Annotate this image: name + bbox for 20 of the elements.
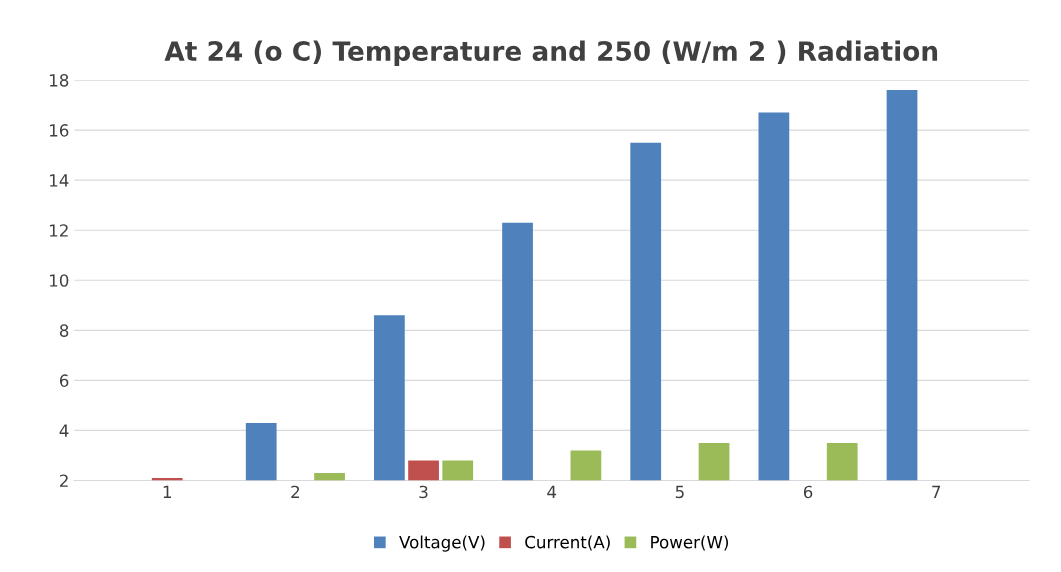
x-tick-label: 1 — [163, 485, 171, 499]
legend-label: Power(W) — [651, 535, 729, 551]
y-tick-label: 6 — [59, 374, 69, 387]
y-tick-label: 14 — [50, 174, 69, 187]
y-tick-label: 8 — [59, 324, 69, 337]
x-tick-label: 6 — [803, 485, 813, 499]
y-tick-label: 12 — [50, 224, 68, 237]
x-tick-label: 3 — [419, 485, 428, 499]
y-tick-label: 18 — [50, 74, 69, 87]
y-tick-label: 16 — [50, 124, 69, 137]
x-tick-label: 7 — [932, 485, 941, 499]
legend-label: Current(A) — [525, 535, 610, 551]
y-tick-label: 4 — [59, 424, 69, 437]
y-tick-label: 10 — [50, 274, 69, 287]
legend-label: Voltage(V) — [399, 535, 485, 552]
chart-title: At 24 (o C) Temperature and 250 (W/m 2 ) Radiation — [164, 40, 938, 67]
x-tick-label: 4 — [547, 485, 557, 499]
x-tick-label: 2 — [291, 485, 300, 499]
y-tick-label: 2 — [60, 474, 68, 487]
x-tick-label: 5 — [675, 485, 684, 499]
